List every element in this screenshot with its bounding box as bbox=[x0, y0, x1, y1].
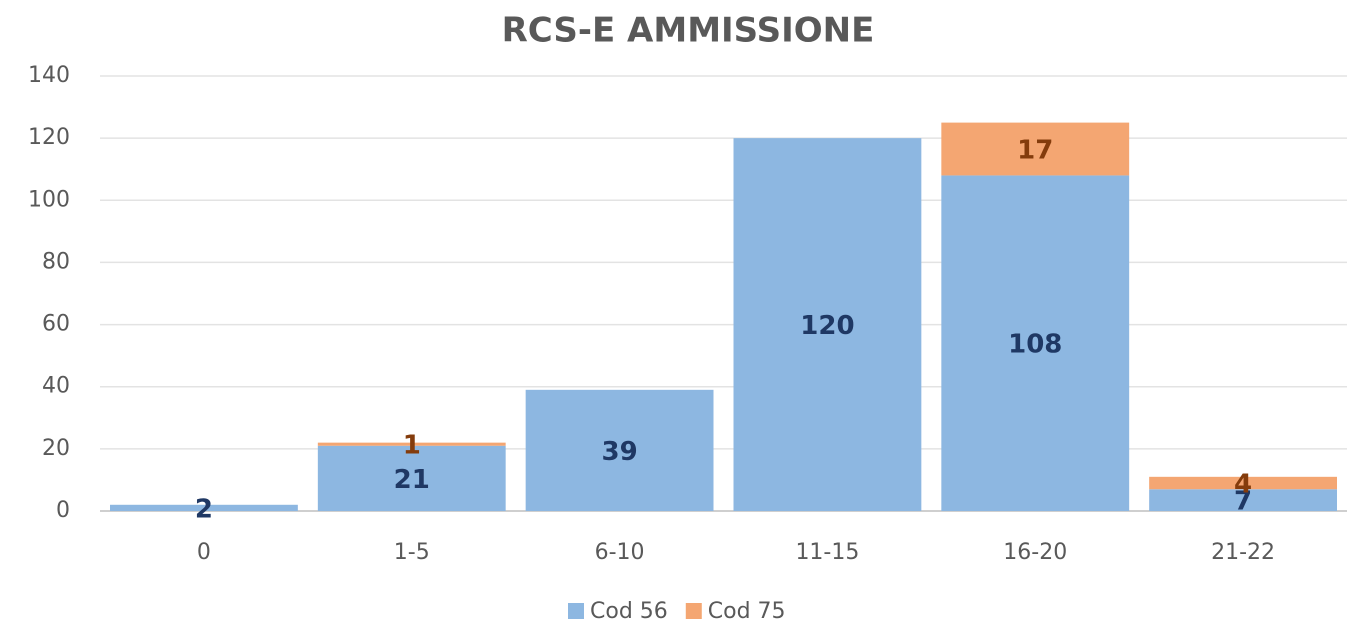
bar-segment bbox=[941, 122, 1130, 176]
legend-swatch bbox=[568, 603, 584, 619]
legend-label: Cod 75 bbox=[708, 599, 786, 624]
x-tick-label: 0 bbox=[197, 540, 211, 565]
bar-segment bbox=[317, 442, 506, 446]
data-label: 39 bbox=[601, 437, 637, 467]
data-label: 17 bbox=[1017, 136, 1053, 166]
x-tick-label: 11-15 bbox=[795, 540, 859, 565]
legend-label: Cod 56 bbox=[590, 599, 668, 624]
chart-title: RCS-E AMMISSIONE bbox=[502, 11, 875, 51]
data-label: 108 bbox=[1008, 330, 1062, 360]
y-tick-label: 0 bbox=[56, 498, 70, 523]
x-tick-label: 21-22 bbox=[1211, 540, 1275, 565]
y-tick-label: 40 bbox=[42, 374, 70, 399]
data-label: 120 bbox=[800, 311, 854, 341]
y-tick-label: 60 bbox=[42, 312, 70, 337]
data-label: 1 bbox=[403, 431, 421, 461]
x-tick-label: 1-5 bbox=[394, 540, 430, 565]
x-tick-label: 6-10 bbox=[595, 540, 645, 565]
bar-segment bbox=[941, 175, 1130, 511]
data-label: 21 bbox=[394, 465, 430, 495]
bar-segment bbox=[733, 138, 922, 511]
y-tick-label: 140 bbox=[28, 63, 70, 88]
bar-segment bbox=[1149, 489, 1337, 511]
data-label: 7 bbox=[1234, 487, 1252, 517]
y-tick-label: 80 bbox=[42, 249, 70, 274]
data-label: 4 bbox=[1234, 470, 1252, 500]
y-tick-label: 100 bbox=[28, 187, 70, 212]
legend-swatch bbox=[685, 603, 702, 619]
bar-segment bbox=[110, 504, 298, 511]
bar-segment bbox=[525, 389, 714, 511]
x-tick-label: 16-20 bbox=[1003, 540, 1067, 565]
bar-segment bbox=[1149, 476, 1337, 490]
bar-segment bbox=[317, 445, 506, 511]
data-label: 2 bbox=[195, 494, 213, 524]
y-tick-label: 20 bbox=[42, 436, 70, 461]
y-tick-label: 120 bbox=[28, 125, 70, 150]
